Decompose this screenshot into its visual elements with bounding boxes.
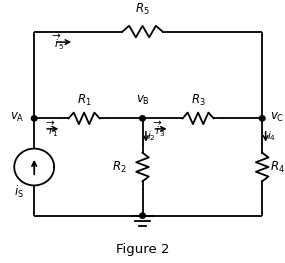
Text: $v_{\rm B}$: $v_{\rm B}$ <box>136 93 149 107</box>
Text: $\overrightarrow{i}_{\,1}$: $\overrightarrow{i}_{\,1}$ <box>46 120 58 139</box>
Text: Figure 2: Figure 2 <box>116 244 169 256</box>
Text: $i_4$: $i_4$ <box>267 129 276 143</box>
Text: $R_2$: $R_2$ <box>112 159 127 175</box>
Text: $v_{\rm A}$: $v_{\rm A}$ <box>10 110 24 124</box>
Text: $R_1$: $R_1$ <box>77 93 91 108</box>
Text: $i_2$: $i_2$ <box>147 129 156 143</box>
Circle shape <box>31 116 37 121</box>
Text: $i_{\rm S}$: $i_{\rm S}$ <box>14 184 24 200</box>
Text: $R_5$: $R_5$ <box>135 2 150 17</box>
Text: $R_4$: $R_4$ <box>270 159 285 175</box>
Text: $\overrightarrow{i}_{\,3}$: $\overrightarrow{i}_{\,3}$ <box>153 120 166 139</box>
Text: $\overrightarrow{i}_{\,5}$: $\overrightarrow{i}_{\,5}$ <box>52 33 65 52</box>
Circle shape <box>140 213 145 218</box>
Text: $R_3$: $R_3$ <box>191 93 205 108</box>
Circle shape <box>140 116 145 121</box>
Text: $v_{\rm C}$: $v_{\rm C}$ <box>270 110 284 124</box>
Circle shape <box>259 116 265 121</box>
